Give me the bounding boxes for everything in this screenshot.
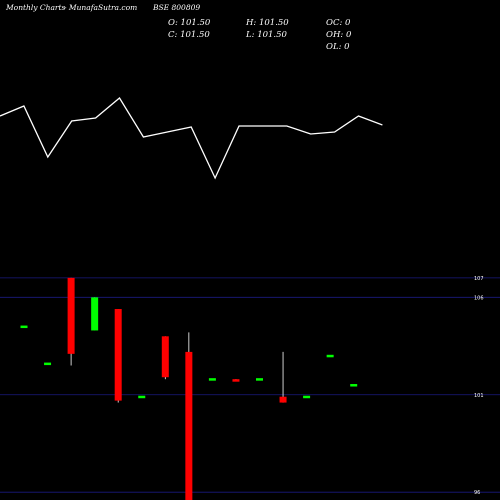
candle-body	[185, 351, 193, 500]
candle-body	[256, 378, 263, 381]
high-value: H: 101.50	[246, 18, 289, 28]
oc-value: OC: 0	[326, 18, 351, 28]
candle-body	[67, 277, 75, 354]
candle-body	[114, 309, 122, 401]
chart-title: Monthly Charts	[6, 3, 66, 12]
y-tick-label: 101	[474, 393, 484, 399]
oh-value: OH: 0	[326, 30, 352, 40]
candle-body	[232, 379, 240, 382]
indicator-line	[0, 97, 383, 180]
y-tick-label: 107	[474, 276, 484, 282]
close-value: C: 101.50	[168, 30, 210, 40]
candle-body	[161, 336, 169, 378]
symbol-label: BSE 800809	[153, 3, 201, 12]
ol-value: OL: 0	[326, 42, 350, 52]
candle-body	[326, 354, 334, 358]
candle-body	[279, 396, 287, 403]
low-value: L: 101.50	[246, 30, 287, 40]
candle-body	[44, 362, 52, 366]
candle-body	[303, 395, 311, 399]
candle-body	[350, 384, 358, 387]
candle-body	[208, 378, 216, 381]
candle-body	[91, 297, 99, 331]
y-tick-label: 106	[474, 295, 484, 301]
y-tick-label: 96	[474, 490, 480, 496]
open-value: O: 101.50	[168, 18, 211, 28]
source-label: - MunafaSutra.com	[64, 3, 138, 12]
candle-body	[138, 395, 146, 399]
candle-body	[20, 325, 28, 329]
